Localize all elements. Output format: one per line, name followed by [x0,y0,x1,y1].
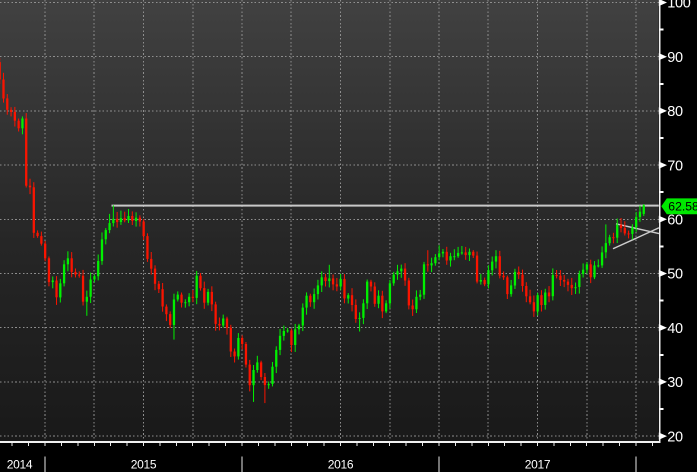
svg-text:30: 30 [667,375,683,391]
svg-text:70: 70 [667,158,683,174]
svg-text:50: 50 [667,267,683,283]
svg-text:2017: 2017 [525,458,551,472]
svg-text:100: 100 [667,0,690,12]
svg-text:2016: 2016 [328,458,354,472]
svg-text:40: 40 [667,321,683,337]
svg-text:20: 20 [667,429,683,445]
svg-text:90: 90 [667,50,683,66]
svg-text:80: 80 [667,104,683,120]
svg-text:60: 60 [667,213,683,229]
svg-text:62.58: 62.58 [668,199,697,213]
svg-text:2015: 2015 [131,458,157,472]
svg-text:2014: 2014 [7,458,33,472]
